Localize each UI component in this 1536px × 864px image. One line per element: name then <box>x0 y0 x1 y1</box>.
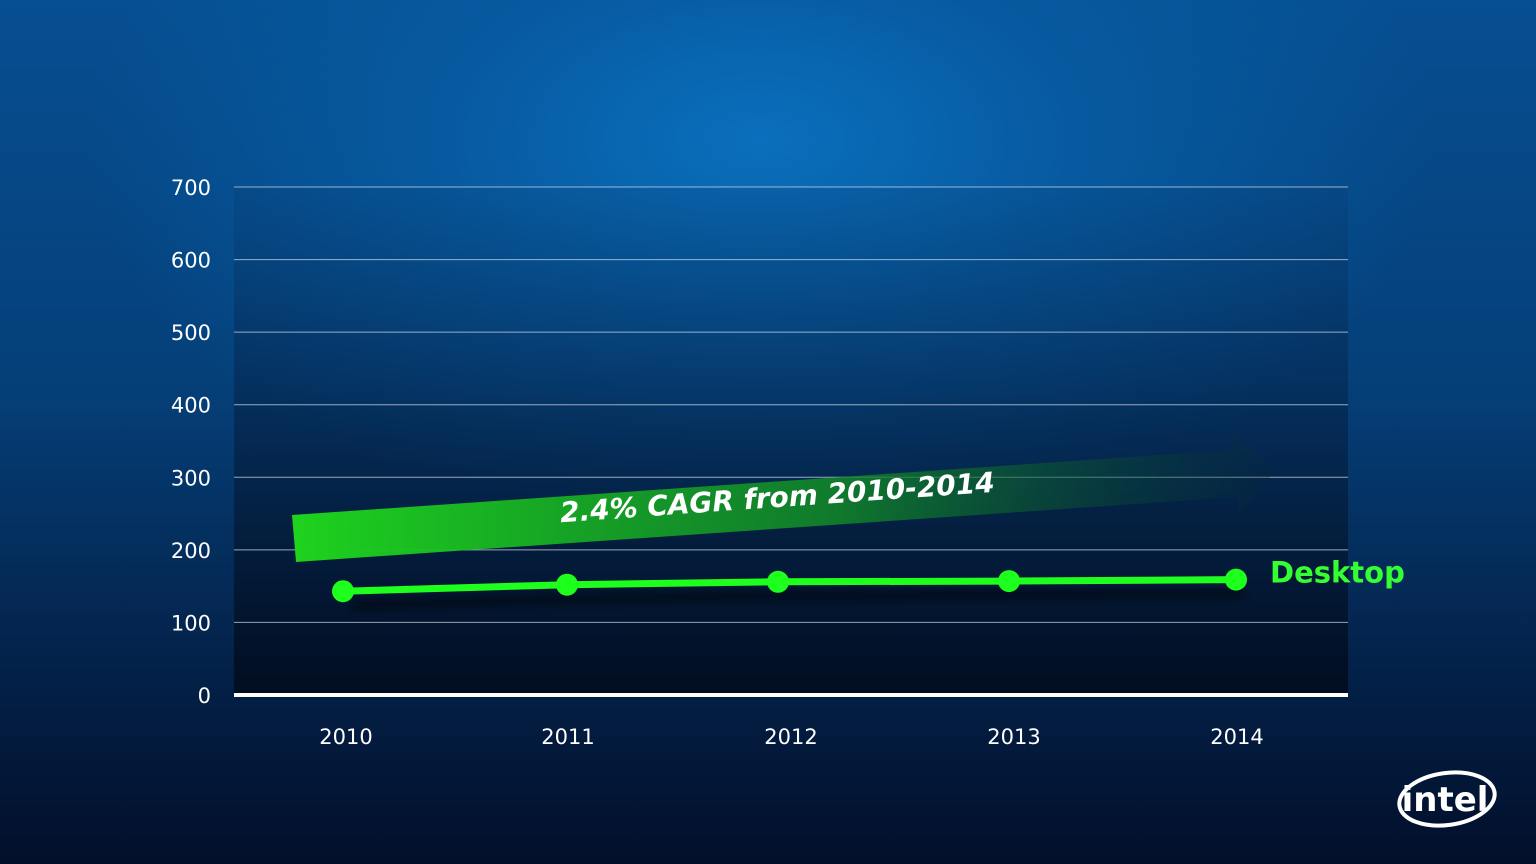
y-tick-label: 100 <box>171 611 211 635</box>
data-point-2013 <box>998 570 1020 593</box>
intel-logo: intel <box>1397 770 1497 828</box>
y-tick-label: 400 <box>171 394 211 418</box>
x-tick-label: 2010 <box>319 725 372 749</box>
series-desktop: Desktop <box>332 556 1405 610</box>
cagr-arrow <box>292 433 1277 562</box>
plot-area <box>234 187 1348 695</box>
x-tick-label: 2011 <box>541 725 594 749</box>
y-tick-label: 300 <box>171 466 211 490</box>
data-point-2014 <box>1225 568 1247 591</box>
x-tick-label: 2013 <box>987 725 1040 749</box>
y-axis: 0 100 200 300 400 500 600 700 <box>171 176 211 708</box>
y-tick-label: 700 <box>171 176 211 200</box>
series-label: Desktop <box>1270 556 1405 590</box>
intel-logo-swoosh <box>1397 770 1497 828</box>
x-tick-label: 2012 <box>764 725 817 749</box>
y-tick-label: 600 <box>171 249 211 273</box>
y-tick-label: 0 <box>198 684 211 708</box>
data-point-2012 <box>767 570 789 593</box>
series-line-shadow <box>350 589 1245 610</box>
x-tick-label: 2014 <box>1210 725 1263 749</box>
y-tick-label: 500 <box>171 321 211 345</box>
x-axis: 2010 2011 2012 2013 2014 <box>319 725 1263 749</box>
data-point-2010 <box>332 580 354 603</box>
y-tick-label: 200 <box>171 539 211 563</box>
data-point-2011 <box>556 573 578 596</box>
intel-logo-text: intel <box>1402 780 1489 820</box>
